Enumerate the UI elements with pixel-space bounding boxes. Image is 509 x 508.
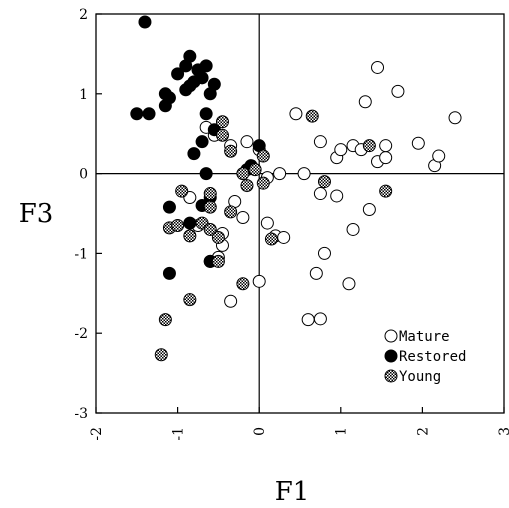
- legend-marker-mature: [384, 329, 398, 343]
- data-point-young: [215, 115, 229, 129]
- data-point-mature: [277, 230, 291, 244]
- y-axis-title: F3: [19, 199, 54, 229]
- data-point-mature: [252, 274, 266, 288]
- data-point-mature: [317, 246, 331, 260]
- data-point-mature: [301, 313, 315, 327]
- y-tick-label: 1: [79, 87, 88, 103]
- data-point-young: [240, 179, 254, 193]
- data-point-young: [256, 176, 270, 190]
- data-point-young: [211, 230, 225, 244]
- data-point-mature: [334, 143, 348, 157]
- data-point-restored: [162, 266, 176, 280]
- data-point-mature: [240, 135, 254, 149]
- y-tick-label: -2: [74, 326, 88, 342]
- data-point-young: [175, 184, 189, 198]
- data-point-restored: [195, 71, 209, 85]
- data-point-mature: [313, 135, 327, 149]
- data-point-young: [154, 348, 168, 362]
- data-point-young: [264, 232, 278, 246]
- x-axis-title: F1: [275, 477, 310, 507]
- data-point-young: [256, 149, 270, 163]
- data-point-mature: [260, 216, 274, 230]
- data-point-young: [248, 163, 262, 177]
- data-point-restored: [138, 15, 152, 29]
- x-tick-label: 2: [415, 427, 431, 436]
- data-point-restored: [171, 67, 185, 81]
- data-point-young: [215, 128, 229, 142]
- data-point-mature: [313, 312, 327, 326]
- legend-label-young: Young: [399, 369, 441, 385]
- data-point-young: [203, 200, 217, 214]
- data-point-young: [379, 184, 393, 198]
- data-point-restored: [207, 77, 221, 91]
- y-tick-label: 2: [79, 7, 88, 23]
- x-tick-label: 3: [497, 427, 509, 436]
- y-tick-label: -3: [74, 406, 88, 422]
- legend-label-mature: Mature: [399, 329, 450, 345]
- data-point-young: [236, 277, 250, 291]
- data-point-mature: [313, 187, 327, 201]
- data-point-mature: [371, 60, 385, 74]
- data-point-restored: [162, 91, 176, 105]
- x-tick-label: 0: [252, 427, 268, 436]
- data-point-mature: [379, 139, 393, 153]
- legend-label-restored: Restored: [399, 349, 466, 365]
- plot-frame: [95, 13, 505, 414]
- x-tick-label: -1: [171, 427, 187, 441]
- data-point-restored: [199, 107, 213, 121]
- data-point-young: [305, 109, 319, 123]
- data-point-mature: [362, 203, 376, 217]
- data-point-mature: [448, 111, 462, 125]
- data-point-mature: [411, 136, 425, 150]
- data-point-young: [224, 205, 238, 219]
- data-point-restored: [130, 107, 144, 121]
- y-tick-label: 0: [79, 167, 88, 183]
- data-point-restored: [162, 200, 176, 214]
- data-point-restored: [199, 167, 213, 181]
- data-point-young: [183, 293, 197, 307]
- data-point-young: [224, 144, 238, 158]
- x-tick-label: -2: [89, 427, 105, 441]
- data-point-restored: [199, 59, 213, 73]
- data-point-young: [317, 175, 331, 189]
- data-point-restored: [183, 216, 197, 230]
- data-point-mature: [342, 277, 356, 291]
- data-point-young: [171, 218, 185, 232]
- data-point-restored: [195, 135, 209, 149]
- y-tick-label: -1: [74, 246, 88, 262]
- data-point-young: [203, 222, 217, 236]
- data-point-mature: [391, 84, 405, 98]
- data-point-mature: [330, 189, 344, 203]
- x-tick-label: 1: [334, 427, 350, 436]
- data-point-mature: [346, 222, 360, 236]
- data-point-mature: [224, 294, 238, 308]
- data-point-young: [203, 187, 217, 201]
- data-point-young: [236, 167, 250, 181]
- data-point-young: [158, 313, 172, 327]
- data-point-restored: [187, 147, 201, 161]
- data-point-restored: [183, 49, 197, 63]
- data-point-mature: [273, 167, 287, 181]
- legend-marker-restored: [384, 349, 398, 363]
- data-point-young: [183, 229, 197, 243]
- data-point-mature: [379, 151, 393, 165]
- data-point-mature: [358, 95, 372, 109]
- data-point-young: [211, 254, 225, 268]
- data-point-mature: [297, 167, 311, 181]
- data-point-restored: [142, 107, 156, 121]
- data-point-mature: [289, 107, 303, 121]
- data-point-mature: [236, 210, 250, 224]
- data-point-young: [362, 139, 376, 153]
- legend-marker-young: [384, 369, 398, 383]
- data-point-mature: [309, 266, 323, 280]
- data-point-mature: [432, 149, 446, 163]
